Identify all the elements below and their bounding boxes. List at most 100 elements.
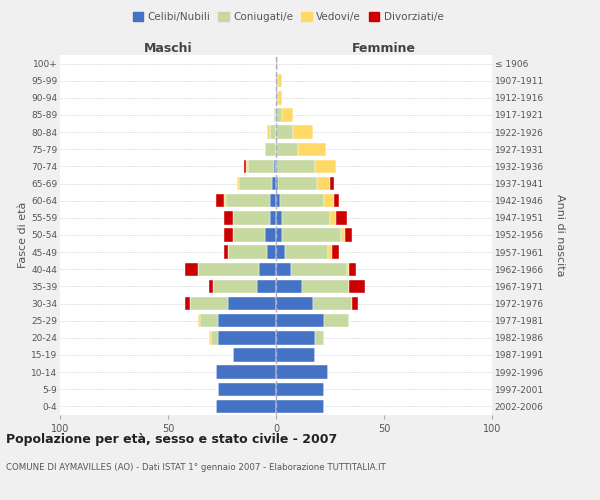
Bar	[218, 314, 276, 328]
Bar	[209, 280, 214, 293]
Bar	[269, 126, 276, 139]
Bar	[269, 211, 276, 224]
Bar	[352, 297, 358, 310]
Bar	[214, 280, 257, 293]
Bar	[200, 314, 218, 328]
Bar	[276, 331, 315, 344]
Bar	[233, 348, 276, 362]
Bar	[265, 142, 276, 156]
Legend: Celibi/Nubili, Coniugati/e, Vedovi/e, Divorziati/e: Celibi/Nubili, Coniugati/e, Vedovi/e, Di…	[128, 8, 448, 26]
Bar	[276, 262, 291, 276]
Bar	[328, 246, 332, 259]
Bar	[332, 246, 338, 259]
Bar	[293, 126, 313, 139]
Bar	[302, 280, 349, 293]
Bar	[276, 382, 323, 396]
Bar	[274, 108, 276, 122]
Bar	[233, 228, 265, 241]
Bar	[268, 126, 269, 139]
Bar	[268, 246, 276, 259]
Bar	[323, 314, 349, 328]
Bar	[330, 177, 334, 190]
Text: Femmine: Femmine	[352, 42, 416, 55]
Bar	[313, 297, 352, 310]
Bar	[347, 262, 349, 276]
Bar	[276, 91, 278, 104]
Bar	[265, 228, 276, 241]
Bar	[257, 280, 276, 293]
Bar	[239, 177, 272, 190]
Bar	[185, 297, 190, 310]
Bar	[349, 280, 365, 293]
Bar	[345, 228, 352, 241]
Bar	[276, 400, 323, 413]
Bar	[278, 74, 283, 88]
Bar	[276, 194, 280, 207]
Bar	[276, 314, 323, 328]
Bar	[276, 297, 313, 310]
Bar	[276, 348, 315, 362]
Bar	[272, 177, 276, 190]
Bar	[218, 382, 276, 396]
Bar	[276, 142, 298, 156]
Text: COMUNE DI AYMAVILLES (AO) - Dati ISTAT 1° gennaio 2007 - Elaborazione TUTTITALIA: COMUNE DI AYMAVILLES (AO) - Dati ISTAT 1…	[6, 462, 386, 471]
Bar	[190, 297, 229, 310]
Bar	[283, 211, 330, 224]
Bar	[248, 160, 274, 173]
Y-axis label: Anni di nascita: Anni di nascita	[555, 194, 565, 276]
Bar	[317, 177, 330, 190]
Bar	[276, 160, 315, 173]
Bar	[280, 194, 323, 207]
Bar	[229, 246, 268, 259]
Bar	[284, 246, 328, 259]
Bar	[226, 194, 269, 207]
Bar	[276, 211, 283, 224]
Bar	[211, 331, 218, 344]
Bar	[198, 314, 200, 328]
Bar	[334, 194, 338, 207]
Bar	[276, 57, 278, 70]
Bar	[224, 211, 233, 224]
Bar	[224, 228, 233, 241]
Bar	[283, 228, 341, 241]
Text: Popolazione per età, sesso e stato civile - 2007: Popolazione per età, sesso e stato civil…	[6, 432, 337, 446]
Bar	[224, 194, 226, 207]
Bar	[323, 194, 334, 207]
Bar	[269, 194, 276, 207]
Bar	[244, 160, 246, 173]
Bar	[218, 331, 276, 344]
Bar	[278, 91, 283, 104]
Bar	[198, 262, 259, 276]
Bar	[215, 400, 276, 413]
Bar	[315, 160, 337, 173]
Bar	[215, 194, 224, 207]
Bar	[215, 366, 276, 379]
Y-axis label: Fasce di età: Fasce di età	[18, 202, 28, 268]
Bar	[276, 228, 283, 241]
Bar	[233, 211, 269, 224]
Bar	[291, 262, 347, 276]
Bar	[276, 280, 302, 293]
Bar	[259, 262, 276, 276]
Bar	[185, 262, 198, 276]
Bar	[276, 366, 328, 379]
Bar	[276, 74, 278, 88]
Bar	[209, 331, 211, 344]
Bar	[283, 108, 293, 122]
Bar	[229, 297, 276, 310]
Bar	[337, 211, 347, 224]
Bar	[276, 126, 293, 139]
Bar	[278, 177, 317, 190]
Bar	[237, 177, 239, 190]
Bar	[341, 228, 345, 241]
Bar	[330, 211, 337, 224]
Bar	[246, 160, 248, 173]
Bar	[224, 246, 229, 259]
Bar	[349, 262, 356, 276]
Bar	[315, 331, 323, 344]
Text: Maschi: Maschi	[143, 42, 193, 55]
Bar	[276, 246, 284, 259]
Bar	[276, 108, 283, 122]
Bar	[276, 177, 278, 190]
Bar	[298, 142, 326, 156]
